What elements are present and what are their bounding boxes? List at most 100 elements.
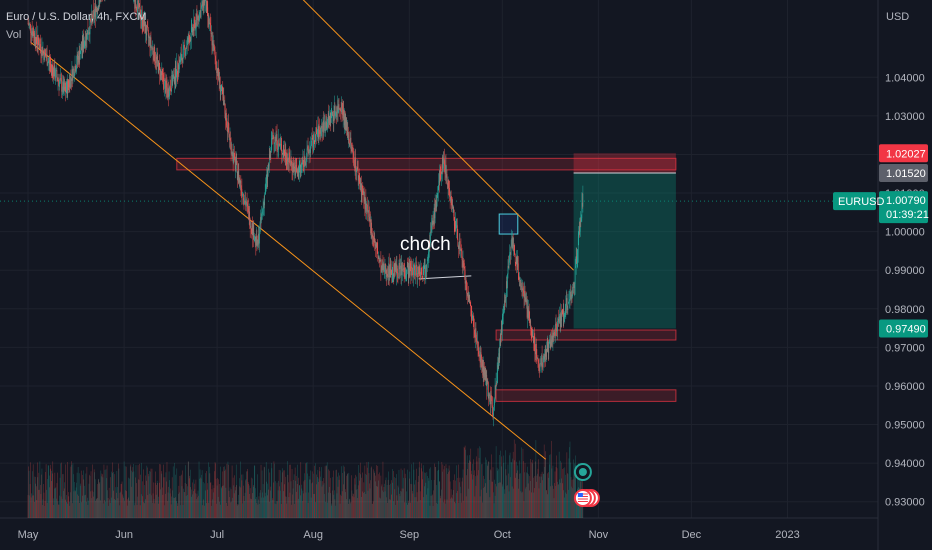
candle <box>358 168 360 184</box>
channel-upper-line[interactable] <box>140 0 574 271</box>
candle <box>172 74 174 79</box>
symbol-price-tag[interactable] <box>833 192 876 211</box>
volume-bar <box>547 494 548 518</box>
volume-bar <box>263 466 265 518</box>
volume-bar <box>518 488 519 518</box>
volume-bar <box>311 483 312 518</box>
volume-bar <box>384 483 385 518</box>
candle <box>229 127 231 150</box>
candle <box>207 1 209 28</box>
volume-bar <box>50 468 51 518</box>
choch-label[interactable]: choch <box>400 234 451 255</box>
volume-bar <box>552 485 553 518</box>
volume-bar <box>111 471 112 518</box>
candle <box>45 48 46 57</box>
candle <box>381 258 383 273</box>
candle <box>219 72 220 89</box>
volume-bar <box>477 448 479 518</box>
candle <box>323 111 324 140</box>
entry-price-tag[interactable] <box>879 163 928 182</box>
choch-line[interactable] <box>418 275 472 280</box>
volume-bar <box>343 466 345 518</box>
volume-bar <box>356 476 357 518</box>
candle <box>199 9 201 19</box>
volume-bar <box>394 489 396 518</box>
candle <box>70 69 72 89</box>
us-flag-icon[interactable] <box>573 489 600 507</box>
candle <box>494 398 495 412</box>
volume-bar <box>502 486 504 518</box>
volume-bar <box>447 468 449 518</box>
candle <box>174 76 176 93</box>
volume-bar <box>497 470 498 518</box>
candle <box>465 275 466 291</box>
candle <box>521 278 522 293</box>
choch-box[interactable] <box>498 213 519 235</box>
volume-bar <box>225 469 226 518</box>
stop-loss-price-tag[interactable] <box>879 144 928 163</box>
candle <box>197 15 199 27</box>
long-position-tool[interactable] <box>573 153 676 329</box>
target-price-tag[interactable] <box>879 319 928 338</box>
volume-bar <box>216 485 218 518</box>
volume-bar <box>260 490 261 518</box>
supply-demand-zone[interactable] <box>495 329 677 341</box>
volume-bar <box>433 479 435 518</box>
volume-bar <box>290 481 292 518</box>
candle <box>503 305 504 325</box>
candle <box>66 78 68 98</box>
candle <box>30 28 32 46</box>
channel-lower-line[interactable] <box>30 42 547 460</box>
volume-bar <box>124 466 126 518</box>
volume-bar <box>313 493 315 518</box>
trend-channel[interactable] <box>30 0 574 460</box>
annotations[interactable]: choch <box>400 234 451 255</box>
candle <box>351 144 353 154</box>
candle <box>500 319 502 335</box>
candle <box>403 259 405 283</box>
candle <box>99 0 100 9</box>
symbol-title[interactable]: Euro / U.S. Dollar, 4h, FXCM <box>6 11 147 23</box>
candle <box>68 79 69 91</box>
volume-bar <box>399 496 401 518</box>
symbol-legend[interactable]: Euro / U.S. Dollar, 4h, FXCM Vol <box>6 11 147 42</box>
volume-bar <box>192 482 193 518</box>
volume-bar <box>533 492 535 518</box>
stop-loss-area[interactable] <box>573 153 676 173</box>
volume-bar <box>157 503 159 518</box>
volume-label[interactable]: Vol <box>6 29 22 41</box>
volume-bar <box>225 487 227 518</box>
candle <box>191 17 193 33</box>
volume-bar <box>51 470 53 518</box>
volume-bar <box>448 465 450 518</box>
volume-bar <box>527 483 529 518</box>
candle <box>419 264 420 287</box>
event-flag-icon[interactable] <box>573 463 592 481</box>
supply-demand-zone[interactable] <box>176 157 677 171</box>
event-markers[interactable] <box>573 463 600 507</box>
candle <box>65 81 67 102</box>
drawing-zones[interactable] <box>176 157 677 402</box>
candle <box>492 413 494 420</box>
candle <box>223 87 225 106</box>
candle <box>426 264 427 279</box>
candle <box>54 59 55 77</box>
candle <box>288 148 290 171</box>
volume-bar <box>294 467 296 518</box>
volume-bar <box>372 503 373 518</box>
volume-bar <box>254 466 256 518</box>
candle <box>155 51 156 70</box>
current-price-tag[interactable] <box>879 191 928 224</box>
volume-bar <box>451 498 453 518</box>
supply-demand-zone[interactable] <box>495 389 677 402</box>
candle <box>291 160 293 181</box>
candle <box>150 31 152 51</box>
price-axis-label: 0.99000 <box>885 265 925 277</box>
candle <box>34 36 36 52</box>
take-profit-area[interactable] <box>573 172 676 329</box>
candle <box>267 162 269 177</box>
volume-bar <box>161 471 162 518</box>
candle <box>233 143 234 165</box>
